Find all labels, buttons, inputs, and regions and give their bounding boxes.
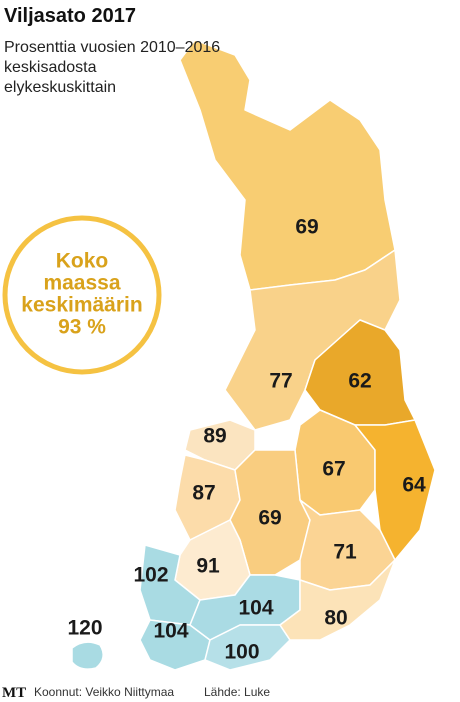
region-value: 102 [133, 564, 168, 587]
region-value: 89 [203, 425, 226, 448]
region-value: 77 [269, 370, 292, 393]
callout-circle [2, 215, 162, 375]
callout-text: maassa [43, 272, 120, 295]
callout-text: Koko [56, 250, 109, 273]
region [204, 624, 291, 671]
region [354, 419, 436, 561]
region-labels: 69 77 62 67 64 89 87 69 71 91 102 104 104 100 80 120 [67, 216, 426, 664]
author: Koonnut: Veikko Niittymaa [34, 685, 174, 699]
region-value: 87 [192, 482, 215, 505]
subtitle: Prosenttia vuosien 2010–2016 [4, 39, 220, 56]
region-value: 67 [322, 458, 345, 481]
region-value: 62 [348, 370, 371, 393]
region-value: 120 [67, 617, 102, 640]
source: Lähde: Luke [204, 685, 270, 699]
region [279, 559, 396, 641]
region [71, 641, 104, 670]
subtitle: elykeskuskittain [4, 79, 116, 96]
subtitle: keskisadosta [4, 59, 97, 76]
region-value: 69 [295, 216, 318, 239]
region-value: 100 [224, 641, 259, 664]
region-value: 104 [153, 620, 188, 643]
region-value: 69 [258, 507, 281, 530]
region [229, 449, 311, 576]
region-value: 71 [333, 541, 357, 564]
region-value: 104 [238, 597, 273, 620]
region-value: 64 [402, 474, 426, 497]
logo: MT [2, 685, 26, 701]
map [71, 39, 436, 671]
callout-text: keskimäärin [21, 294, 142, 317]
region-value: 80 [324, 607, 347, 630]
title: Viljasato 2017 [4, 5, 136, 27]
region [179, 39, 396, 291]
region-value: 91 [196, 555, 220, 578]
callout-text: 93 % [58, 316, 106, 339]
